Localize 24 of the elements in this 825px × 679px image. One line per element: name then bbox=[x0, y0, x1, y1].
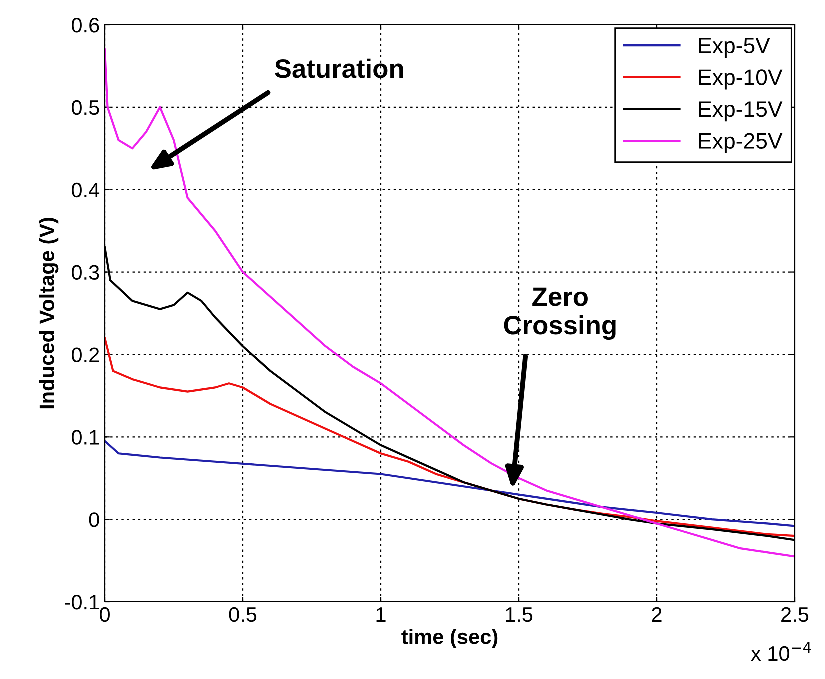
y-tick-label: 0 bbox=[89, 512, 100, 528]
legend-label: Exp-25V bbox=[699, 133, 783, 154]
legend-label: Exp-10V bbox=[699, 70, 783, 90]
y-tick-label: 0.1 bbox=[72, 430, 100, 445]
x-tick-label: 1.5 bbox=[506, 608, 533, 622]
legend-label: Exp-5V bbox=[699, 38, 770, 58]
text: x 10$^{−4}$ bbox=[751, 642, 812, 662]
x-tick-label: 0.5 bbox=[229, 607, 257, 622]
y-tick-label: 0.5 bbox=[72, 100, 100, 116]
annotation: Zero Crossing bbox=[504, 288, 616, 340]
y-axis-title: Induced Voltage (V) bbox=[39, 218, 59, 409]
annotation: Saturation bbox=[275, 58, 404, 78]
x-tick-label: 0 bbox=[100, 607, 110, 622]
y-tick-label: -0.1 bbox=[65, 595, 100, 610]
y-tick-label: 0.2 bbox=[72, 348, 100, 362]
y-tick-label: 0.3 bbox=[72, 265, 100, 280]
y-tick-label: 0.4 bbox=[72, 182, 100, 198]
line-series bbox=[105, 440, 795, 528]
x-axis-title: time (sec) bbox=[402, 629, 498, 648]
y-tick-label: 0.6 bbox=[72, 18, 100, 33]
legend-label: Exp-15V bbox=[699, 102, 783, 122]
x-tick-label: 2 bbox=[652, 607, 662, 622]
x-tick-label: 2.5 bbox=[782, 607, 809, 622]
x-tick-label: 1 bbox=[376, 608, 386, 622]
